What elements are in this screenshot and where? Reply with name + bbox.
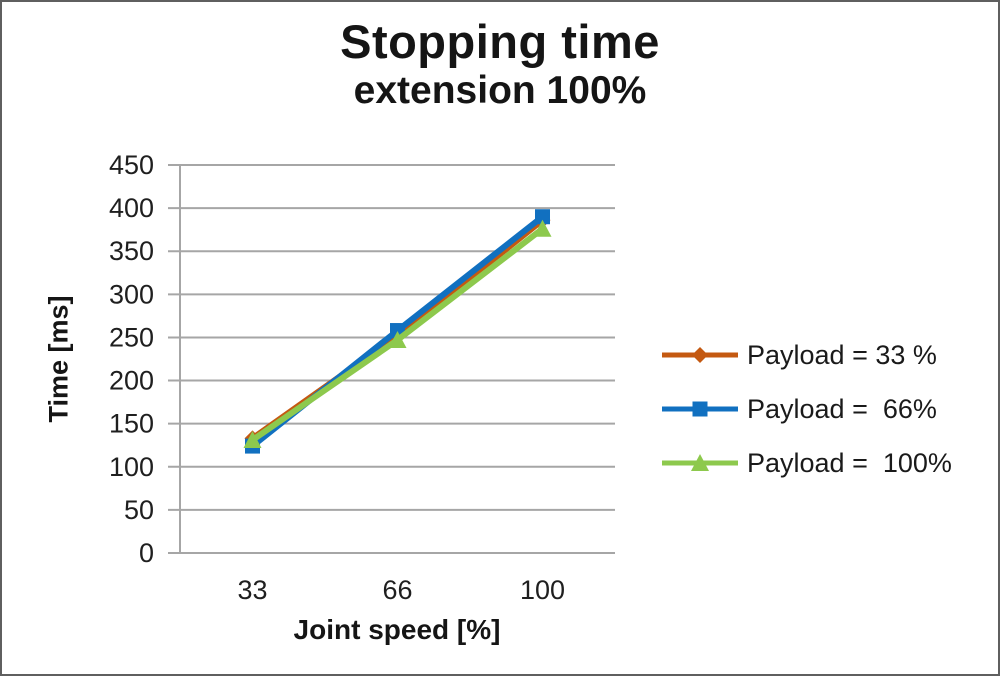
legend-item-3: Payload = 100% [660, 448, 952, 478]
chart-subtitle: extension 100% [353, 68, 647, 112]
triangle-marker [388, 331, 407, 349]
legend-label: Payload = 66% [747, 393, 937, 424]
legend-label: Payload = 33 % [747, 339, 937, 370]
y-tick-label: 200 [109, 366, 154, 396]
legend-diamond-icon [662, 347, 738, 363]
legend-triangle-marker [691, 454, 709, 471]
chart-title-block: Stopping time extension 100% [2, 15, 998, 113]
x-tick-label: 66 [382, 575, 412, 605]
legend-label: Payload = 100% [747, 447, 952, 478]
triangle-marker [533, 219, 552, 237]
y-tick-label: 100 [109, 452, 154, 482]
x-tick-label: 100 [520, 575, 565, 605]
y-tick-label: 250 [109, 322, 154, 352]
legend-diamond-marker [692, 347, 708, 363]
chart-title: Stopping time [340, 15, 660, 68]
square-marker [535, 209, 550, 225]
series-3 [243, 219, 552, 449]
y-tick-label: 0 [139, 538, 154, 568]
legend: Payload = 33 % Payload = 66% Payload = 100… [660, 340, 952, 478]
x-tick-label: 33 [237, 575, 267, 605]
y-tick-label: 50 [124, 495, 154, 525]
legend-square-icon [662, 401, 738, 417]
y-tick-label: 450 [109, 150, 154, 180]
legend-item-1: Payload = 33 % [660, 340, 952, 370]
y-tick-label: 300 [109, 279, 154, 309]
x-axis-title: Joint speed [%] [293, 614, 501, 645]
y-tick-label: 350 [109, 236, 154, 266]
y-tick-label: 150 [109, 409, 154, 439]
triangle-marker [243, 431, 262, 449]
y-tick-label: 400 [109, 193, 154, 223]
legend-square-marker [692, 401, 708, 417]
legend-item-2: Payload = 66% [660, 394, 952, 424]
legend-triangle-icon [662, 454, 738, 471]
